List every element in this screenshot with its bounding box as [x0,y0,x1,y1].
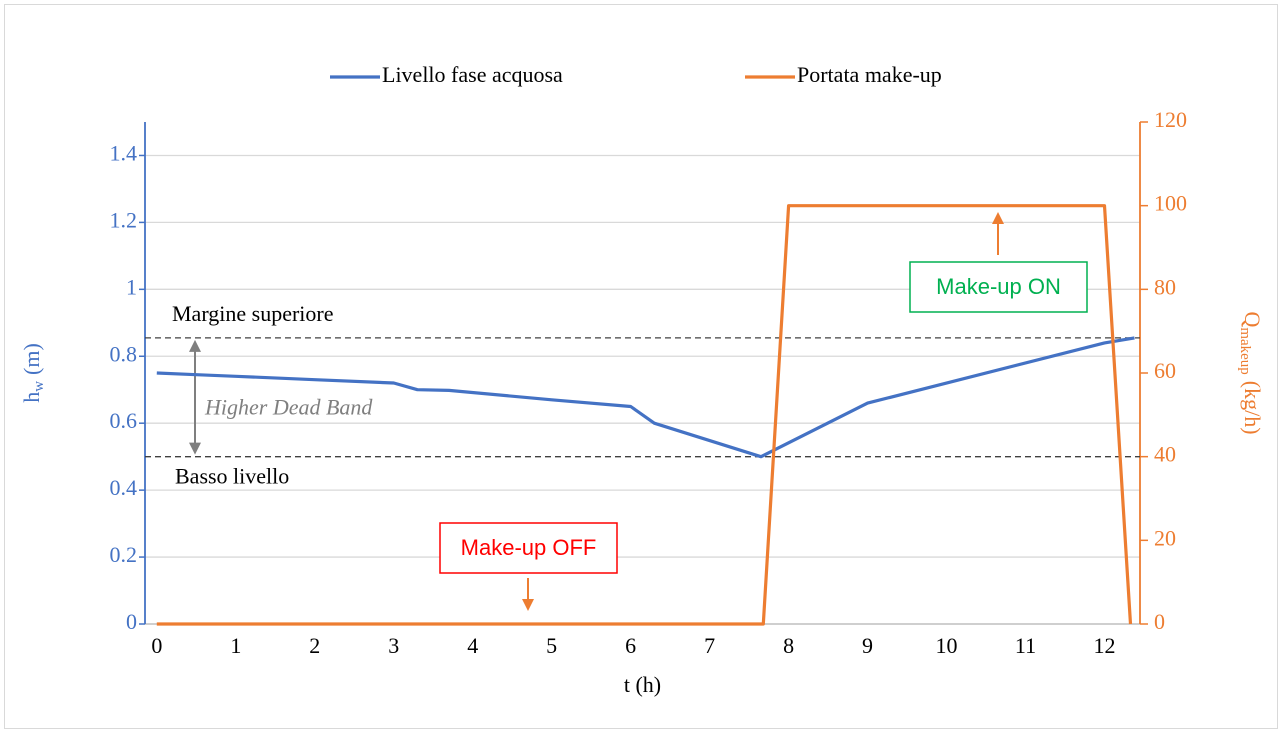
annotation-box [909,261,1088,313]
x-tick-label: 2 [309,633,320,658]
x-tick-label: 8 [783,633,794,658]
y-tick-label: 0.6 [110,408,138,433]
y-tick-label: 1.4 [110,141,138,166]
x-tick-label: 7 [704,633,715,658]
x-tick-label: 3 [388,633,399,658]
y2-tick-label: 0 [1154,609,1165,634]
x-tick-label: 4 [467,633,478,658]
y-tick-label: 1.2 [110,207,138,232]
y-tick-label: 0 [126,609,137,634]
y-tick-label: 0.2 [110,542,138,567]
x-tick-label: 9 [862,633,873,658]
y-tick-label: 0.4 [110,475,138,500]
x-tick-label: 12 [1093,633,1115,658]
x-tick-label: 11 [1015,633,1036,658]
y-tick-label: 1 [126,274,137,299]
y2-tick-label: 80 [1154,274,1176,299]
y2-tick-label: 120 [1154,107,1187,132]
ylabel-label-unit: (m) [19,343,44,375]
y2label-label-sub: makeup [1237,327,1253,374]
annotation-text: Make-up OFF [461,535,597,560]
band-arrow-head [189,339,201,352]
ylabel-label-main: h [19,392,44,403]
legend-label: Portata make-up [797,62,942,87]
y-tick-label: 0.8 [110,341,138,366]
band-label: Higher Dead Band [204,394,373,419]
x-axis-label: t (h) [624,672,661,697]
annotation-box [439,522,618,574]
annotation-text: Make-up ON [936,274,1061,299]
ylabel-label: hw (m) [19,343,47,403]
y2label-label: Qmakeup (kg/h) [1237,311,1265,434]
x-tick-label: 0 [151,633,162,658]
y2-tick-label: 40 [1154,442,1176,467]
annotation-arrow-head [522,599,534,611]
x-tick-label: 1 [230,633,241,658]
x-tick-label: 10 [936,633,958,658]
reference-label: Basso livello [175,464,289,489]
chart-frame [4,4,1278,729]
band-arrow-head [189,442,201,455]
x-tick-label: 6 [625,633,636,658]
y2label-label-main: Q [1240,311,1265,327]
legend-label: Livello fase acquosa [382,62,563,87]
series-line [156,336,1135,459]
x-tick-label: 5 [546,633,557,658]
ylabel-label-sub: w [31,381,47,392]
y2-tick-label: 100 [1154,191,1187,216]
reference-label: Margine superiore [172,301,334,326]
y2label-label-unit: (kg/h) [1240,381,1265,435]
annotation-arrow-head [992,212,1004,224]
series-line [156,204,1133,626]
y2-tick-label: 20 [1154,525,1176,550]
y2-tick-label: 60 [1154,358,1176,383]
